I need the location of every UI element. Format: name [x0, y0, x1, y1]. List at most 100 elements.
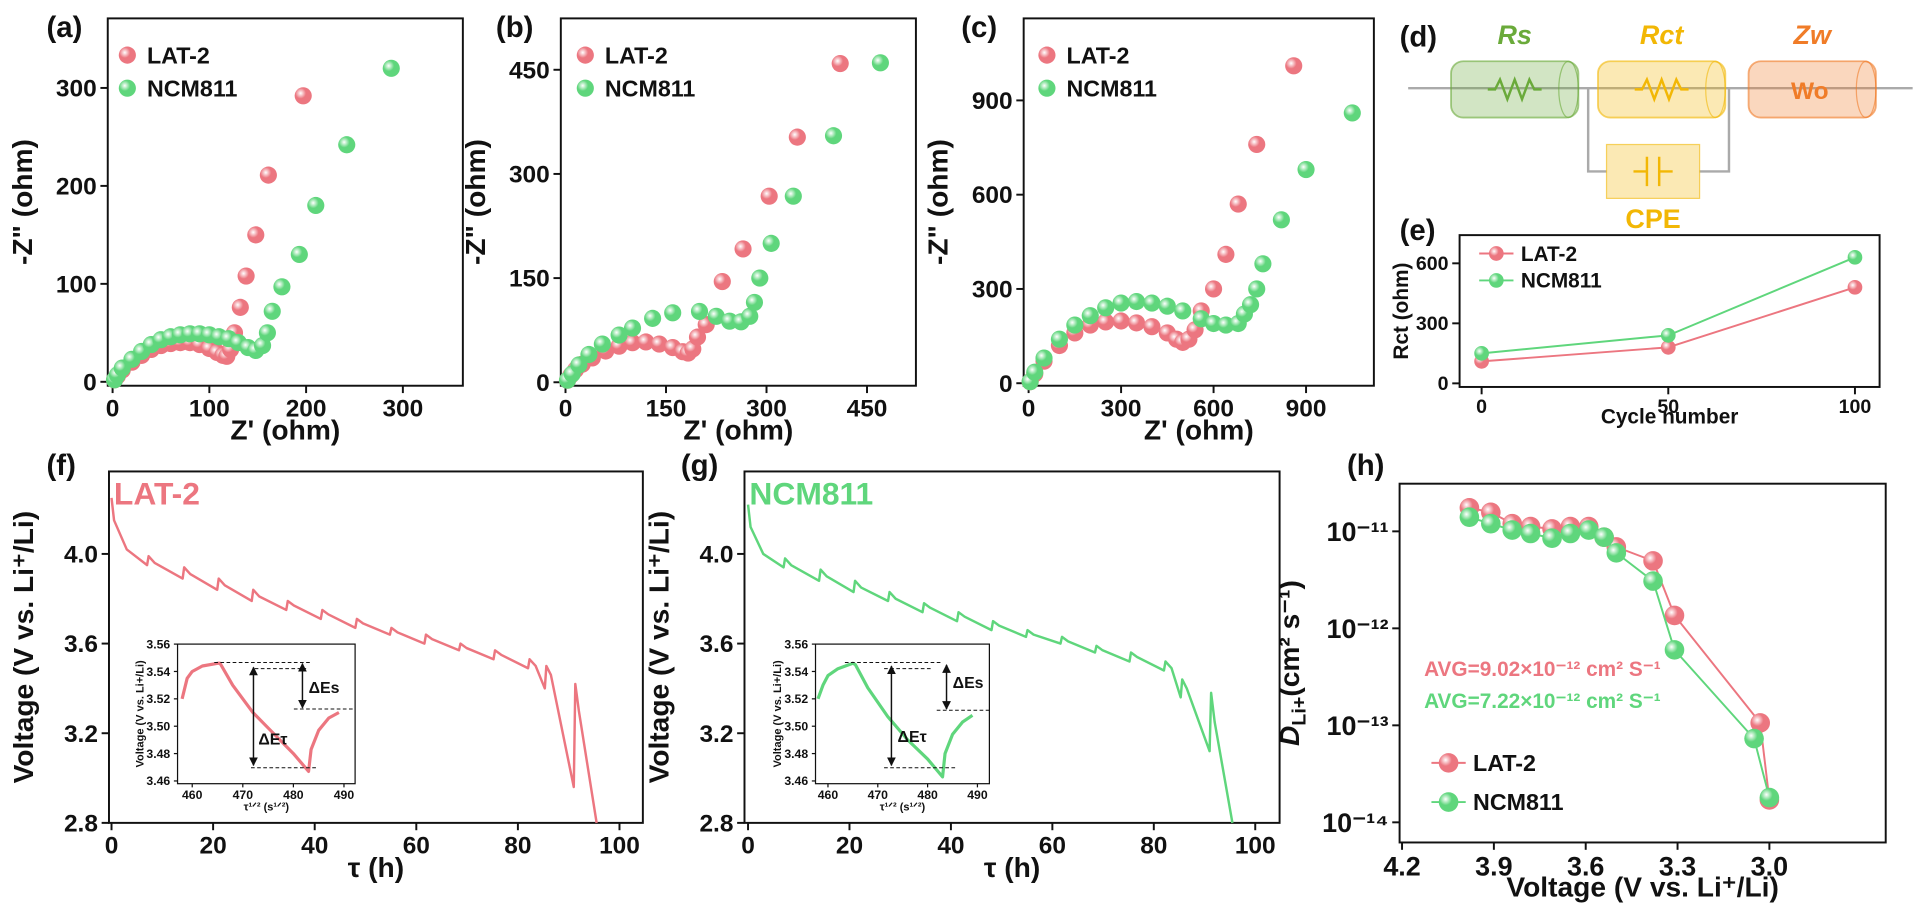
legend-marker	[1488, 246, 1504, 261]
data-point	[741, 307, 759, 325]
data-point	[1254, 255, 1272, 273]
x-tick-label: 3.9	[1475, 851, 1512, 881]
y-tick-label: 3.52	[784, 692, 808, 706]
y-axis-label: Voltage (V vs. Li+/Li)	[772, 660, 784, 768]
y-tick-label: 600	[972, 182, 1013, 209]
data-point	[1097, 299, 1115, 317]
plot-frame	[1458, 234, 1881, 388]
data-point	[745, 293, 764, 311]
data-point	[1272, 211, 1290, 229]
data-point	[751, 269, 769, 287]
data-point	[1035, 349, 1053, 367]
y-tick-label: 3.48	[784, 747, 808, 761]
x-tick-label: 300	[746, 395, 787, 422]
panel-label: (a)	[47, 11, 83, 44]
data-point	[1143, 294, 1161, 312]
data-point	[1097, 313, 1115, 331]
annotation: LAT-2	[114, 476, 200, 512]
resistor-symbol	[1634, 76, 1689, 103]
x-tick-label: 20	[836, 832, 863, 859]
x-tick-label: 40	[937, 832, 964, 859]
component-cap	[1558, 60, 1579, 119]
data-point	[788, 128, 806, 146]
data-point	[1759, 787, 1780, 808]
x-tick-label: 200	[286, 395, 327, 422]
component-label: Rct	[1640, 20, 1684, 50]
x-tick-label: 480	[283, 788, 304, 802]
x-tick-label: 0	[559, 395, 573, 422]
legend-marker	[1038, 79, 1056, 97]
y-axis-label: Voltage (V vs. Li⁺/Li)	[644, 511, 675, 783]
data-point	[690, 302, 709, 321]
data-point	[290, 245, 308, 264]
data-point	[338, 136, 356, 154]
data-point	[1750, 713, 1770, 733]
data-point	[650, 335, 668, 353]
legend-marker	[1438, 792, 1459, 812]
x-tick-label: 470	[233, 788, 254, 802]
wire	[1586, 88, 1607, 173]
legend-label: NCM811	[1521, 270, 1602, 293]
x-tick-label: 4.2	[1383, 851, 1420, 881]
y-tick-label: 100	[56, 271, 97, 298]
legend-label: NCM811	[1067, 75, 1158, 101]
x-tick-label: 900	[1286, 395, 1327, 422]
inset-frame	[176, 643, 356, 785]
y-tick-label: 10⁻¹³	[1326, 711, 1388, 741]
y-tick-label: 0	[83, 369, 97, 396]
resistor-symbol	[1487, 76, 1542, 103]
y-tick-label: 0	[536, 370, 550, 397]
y-axis-label: -Z" (ohm)	[923, 139, 954, 265]
legend-marker	[576, 79, 594, 97]
annotation: AVG=7.22×10⁻¹² cm² S⁻¹	[1424, 690, 1661, 713]
data-point	[734, 240, 752, 258]
legend-marker	[118, 79, 136, 97]
data-point	[1174, 302, 1192, 320]
data-point	[1594, 527, 1614, 548]
component-label: Zw	[1793, 20, 1833, 50]
legend-marker	[576, 46, 594, 64]
panel-label: (h)	[1347, 449, 1385, 482]
y-tick-label: 3.52	[146, 692, 170, 706]
data-point	[1066, 316, 1084, 334]
y-tick-label: 3.46	[784, 774, 808, 788]
panel-label: (d)	[1400, 21, 1438, 54]
annotation: ΔEs	[309, 680, 340, 697]
y-axis-label: DLi+(cm² s⁻¹)	[1274, 580, 1310, 746]
cpe-box	[1605, 143, 1701, 199]
component-label: Rs	[1497, 20, 1531, 50]
data-point	[263, 302, 281, 320]
x-tick-label: 40	[301, 832, 328, 859]
y-tick-label: 3.50	[784, 720, 808, 734]
component-cap	[1705, 60, 1726, 119]
x-tick-label: 60	[403, 832, 430, 859]
x-tick-label: 490	[967, 788, 988, 802]
x-tick-label: 0	[106, 395, 120, 422]
data-point	[1474, 346, 1489, 361]
y-tick-label: 300	[972, 277, 1013, 304]
data-point	[623, 319, 642, 337]
y-tick-label: 10⁻¹²	[1326, 614, 1388, 644]
data-point	[1229, 195, 1247, 213]
y-tick-label: 3.6	[64, 631, 98, 658]
legend-label: LAT-2	[1473, 750, 1536, 776]
legend-label: LAT-2	[1521, 243, 1577, 266]
x-tick-label: 3.6	[1567, 851, 1604, 881]
y-tick-label: 300	[1416, 313, 1449, 335]
y-tick-label: 4.0	[699, 541, 733, 568]
x-tick-label: 460	[182, 788, 203, 802]
panel-label: (e)	[1400, 214, 1436, 247]
annotation: ΔEτ	[898, 729, 927, 746]
annotation: ΔEs	[953, 675, 984, 692]
x-tick-label: 300	[382, 395, 423, 422]
data-point	[1297, 160, 1315, 179]
data-point	[760, 187, 778, 205]
y-tick-label: 3.6	[699, 631, 733, 658]
cpe-label: CPE	[1625, 204, 1680, 234]
data-point	[1241, 296, 1260, 314]
data-point	[1026, 363, 1044, 381]
data-point	[1343, 104, 1361, 122]
component-inner-label: Wo	[1791, 78, 1829, 105]
y-tick-label: 3.56	[146, 637, 170, 651]
legend-label: LAT-2	[605, 42, 668, 68]
